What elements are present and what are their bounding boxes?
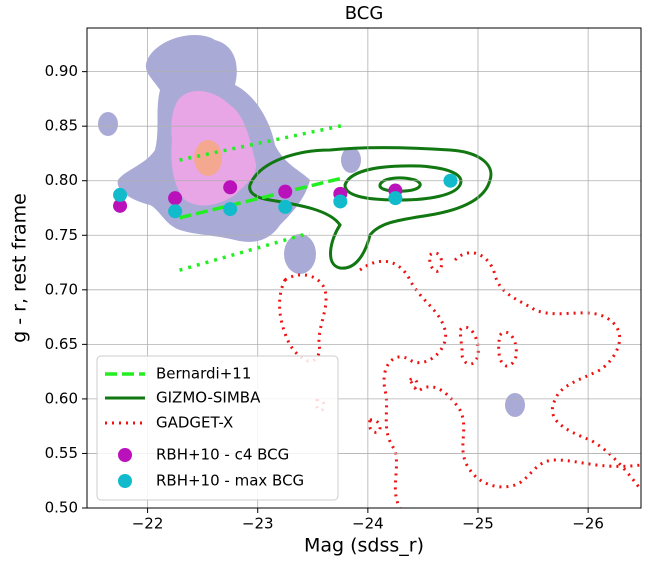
x-tick-label: −23 [242,515,274,533]
x-tick-label: −26 [572,515,604,533]
point [278,199,293,214]
purple-density [341,147,361,173]
point [113,198,128,213]
y-tick-label: 0.90 [45,62,78,80]
legend-label: RBH+10 - c4 BCG [156,446,289,464]
point [388,191,403,206]
y-tick-label: 0.60 [45,389,78,407]
point [168,191,183,206]
legend-swatch [118,474,132,488]
point [223,180,238,195]
legend: Bernardi+11 GIZMO-SIMBA GADGET-X RBH+10 … [96,355,339,501]
point [223,202,238,217]
y-tick-label: 0.85 [45,117,78,135]
x-tick-label: −24 [352,515,384,533]
y-tick-label: 0.50 [45,499,78,517]
purple-density [284,234,316,274]
y-tick-label: 0.65 [45,335,78,353]
y-tick-label: 0.80 [45,171,78,189]
legend-label: GIZMO-SIMBA [156,389,261,407]
legend-label: GADGET-X [156,414,233,432]
x-tick-label: −25 [462,515,494,533]
legend-label: Bernardi+11 [156,365,251,383]
x-axis-label: Mag (sdss_r) [304,535,424,557]
fit-line [179,175,346,220]
point [333,194,348,209]
legend-box [96,355,339,501]
y-axis-label: g - r, rest frame [9,193,31,343]
legend-label: RBH+10 - max BCG [156,472,304,490]
plot-frame [86,27,642,509]
gizmo-contours [248,146,493,270]
x-tick-label: −22 [132,515,164,533]
y-tick-label: 0.70 [45,280,78,298]
y-tick-label: 0.55 [45,444,78,462]
legend-swatch [118,448,132,462]
point [113,187,128,202]
point [168,204,183,219]
plot-area [98,35,643,509]
point [278,184,293,199]
salmon-density [194,140,222,176]
point [443,173,458,188]
chart-title: BCG [345,3,384,24]
scatter-bound [179,123,346,162]
purple-density [505,393,525,417]
purple-density [98,112,118,136]
y-tick-label: 0.75 [45,226,78,244]
